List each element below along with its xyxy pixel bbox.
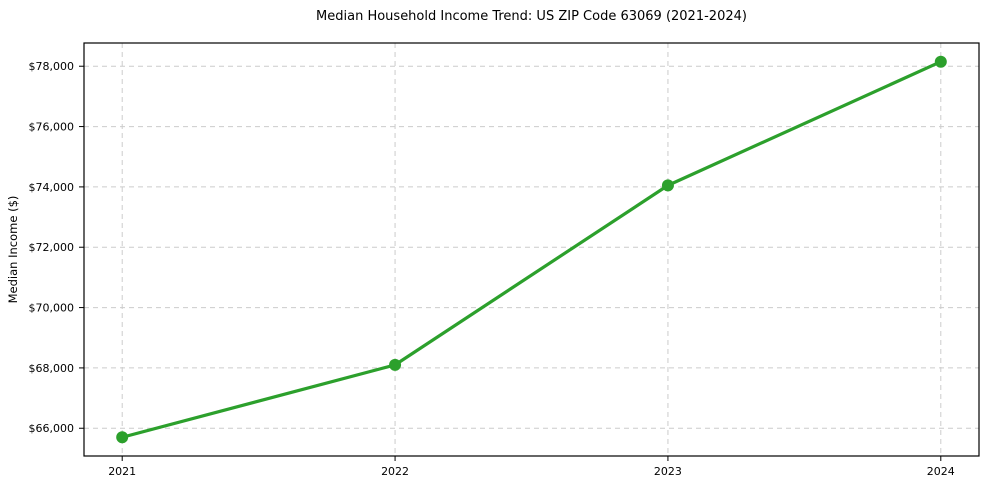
y-tick-label: $78,000 — [29, 60, 75, 73]
y-tick-label: $70,000 — [29, 302, 75, 315]
y-tick-label: $72,000 — [29, 241, 75, 254]
axis-ticks — [79, 65, 942, 461]
trend-line — [120, 60, 943, 439]
chart-title: Median Household Income Trend: US ZIP Co… — [316, 9, 747, 24]
y-tick-label: $76,000 — [29, 121, 75, 134]
y-tick-label: $68,000 — [29, 362, 75, 375]
y-tick-label: $74,000 — [29, 181, 75, 194]
x-tick-label: 2024 — [927, 465, 955, 478]
x-tick-label: 2023 — [654, 465, 682, 478]
gridlines — [84, 43, 979, 456]
data-point-marker — [661, 179, 674, 192]
data-point-marker — [116, 431, 129, 444]
data-point-marker — [934, 55, 947, 68]
plot-border — [83, 42, 980, 457]
y-tick-label: $66,000 — [29, 422, 75, 435]
y-axis-label: Median Income ($) — [6, 196, 20, 304]
x-tick-label: 2021 — [108, 465, 136, 478]
data-point-marker — [389, 358, 402, 371]
x-tick-label: 2022 — [381, 465, 409, 478]
axis-tick-labels: $66,000 $68,000 $70,000 $72,000 $74,000 $76,0… — [29, 60, 955, 478]
